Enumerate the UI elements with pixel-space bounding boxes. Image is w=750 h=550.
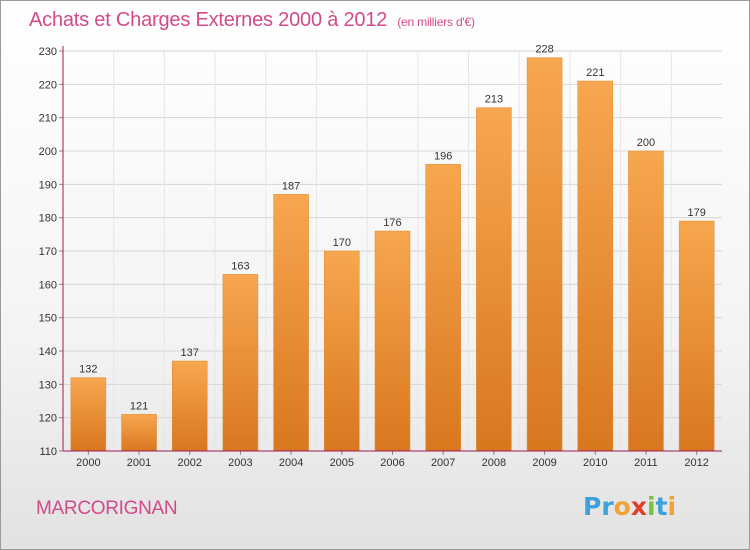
- proxiti-logo: Proxiti: [583, 492, 676, 521]
- place-name: MARCORIGNAN: [36, 498, 178, 519]
- bar: [171, 360, 208, 452]
- logo-letter: i: [667, 492, 677, 521]
- y-tick-label: 130: [39, 379, 57, 391]
- axis-layer: 110 120 130 140 150 160 170 180 190 200 210 220 230 2…: [39, 46, 722, 469]
- bar: [324, 250, 360, 452]
- chart-title: Achats et Charges Externes 2000 à 2012 (e…: [29, 9, 475, 32]
- bar: [222, 274, 259, 452]
- bar-value-label: 187: [282, 180, 300, 192]
- bar: [70, 377, 107, 452]
- bar-value-label: 132: [79, 364, 97, 376]
- bar: [577, 80, 614, 452]
- logo-letter: t: [655, 492, 668, 521]
- bar-layer: 132 121 137 163 187 170 176 196 213 228 221 200 179: [70, 44, 715, 452]
- bar: [121, 414, 157, 452]
- bar: [374, 230, 411, 452]
- y-tick-label: 230: [39, 46, 57, 58]
- logo-letter: x: [630, 492, 647, 521]
- x-tick-label: 2010: [583, 457, 607, 469]
- bar-value-label: 137: [181, 347, 199, 359]
- y-tick-label: 120: [39, 413, 57, 425]
- x-tick-label: 2011: [634, 457, 658, 469]
- x-tick-label: 2001: [127, 457, 151, 469]
- y-tick-label: 140: [39, 346, 57, 358]
- logo-letter: i: [647, 492, 656, 521]
- x-tick-label: 2003: [228, 457, 252, 469]
- bar-value-label: 163: [231, 260, 249, 272]
- bar-value-label: 170: [333, 237, 351, 249]
- y-tick-label: 200: [39, 146, 57, 158]
- x-tick-label: 2012: [684, 457, 708, 469]
- bar: [678, 220, 715, 452]
- y-tick-label: 180: [39, 213, 57, 225]
- bar-value-label: 196: [434, 150, 452, 162]
- x-tick-label: 2000: [76, 457, 100, 469]
- bar: [476, 107, 512, 452]
- bar: [273, 194, 309, 452]
- x-tick-label: 2002: [177, 457, 201, 469]
- y-tick-label: 110: [39, 446, 57, 458]
- x-tick-label: 2005: [330, 457, 354, 469]
- logo-letter: P: [583, 492, 602, 521]
- y-tick-label: 170: [39, 246, 57, 258]
- y-tick-label: 210: [39, 113, 57, 125]
- x-tick-label: 2004: [279, 457, 303, 469]
- bar: [628, 150, 664, 452]
- bar-value-label: 179: [687, 207, 705, 219]
- y-tick-label: 150: [39, 313, 57, 325]
- x-tick-label: 2006: [380, 457, 404, 469]
- bar: [425, 164, 461, 452]
- x-tick-label: 2009: [532, 457, 556, 469]
- logo-letter: o: [613, 492, 631, 521]
- y-tick-label: 190: [39, 179, 57, 191]
- bar-value-label: 213: [485, 94, 503, 106]
- x-tick-label: 2008: [482, 457, 506, 469]
- y-tick-label: 220: [39, 79, 57, 91]
- bar-value-label: 221: [586, 67, 604, 79]
- bar-value-label: 121: [130, 400, 148, 412]
- bar-value-label: 176: [383, 217, 401, 229]
- chart-subtitle: (en milliers d'€): [397, 15, 475, 29]
- logo-letter: r: [601, 492, 614, 521]
- chart-title-text: Achats et Charges Externes 2000 à 2012: [29, 9, 388, 31]
- x-tick-label: 2007: [431, 457, 455, 469]
- bar: [526, 57, 563, 452]
- y-tick-label: 160: [39, 279, 57, 291]
- bar-value-label: 228: [535, 44, 553, 56]
- bar-value-label: 200: [637, 137, 655, 149]
